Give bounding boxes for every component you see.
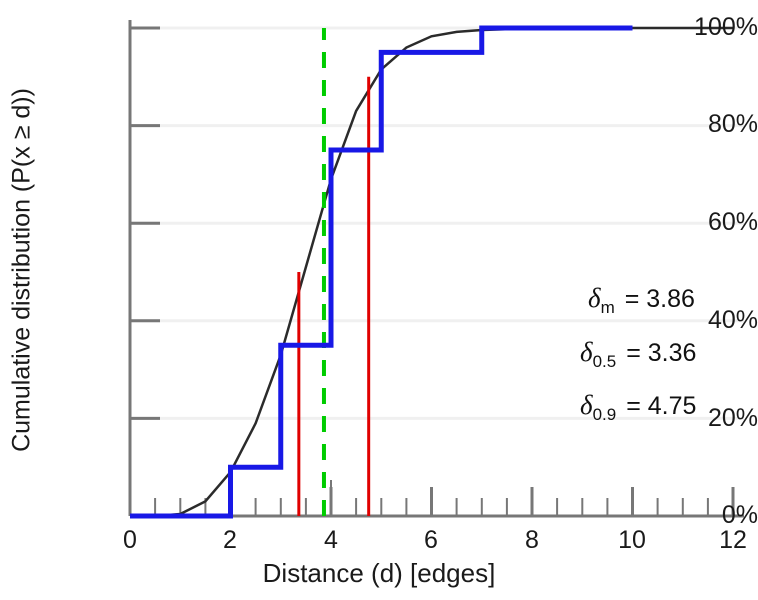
- xtick-label-6: 6: [424, 526, 438, 554]
- annotation-delta-m: δm = 3.86: [588, 283, 695, 318]
- xtick-label-8: 8: [525, 526, 539, 554]
- xtick-label-0: 0: [123, 526, 137, 554]
- delta-symbol-p90: δ: [580, 390, 593, 420]
- delta-subscript-p50: 0.5: [592, 351, 617, 371]
- y-axis-label-text: Cumulative distribution (P(x ≥ d)): [7, 88, 36, 452]
- ytick-label-60: 60%: [707, 208, 758, 236]
- xtick-label-10: 10: [618, 526, 646, 554]
- ytick-label-40: 40%: [707, 306, 758, 334]
- x-axis-label: Distance (d) [edges]: [262, 558, 496, 588]
- delta-m-value: = 3.86: [624, 285, 695, 313]
- delta-symbol-m: δ: [588, 283, 601, 313]
- y-axis-ticks: [130, 26, 160, 518]
- xtick-label-12: 12: [719, 526, 747, 554]
- ecdf-step-curve: [130, 25, 633, 519]
- delta-subscript-p90: 0.9: [592, 404, 617, 424]
- delta-symbol-p50: δ: [580, 337, 593, 367]
- ytick-label-100: 100%: [694, 13, 758, 41]
- ytick-label-0: 0%: [721, 501, 758, 529]
- y-axis-label: Cumulative distribution (P(x ≥ d)): [0, 0, 44, 540]
- xtick-label-4: 4: [324, 526, 338, 554]
- ytick-label-20: 20%: [707, 404, 758, 432]
- axis-spines: [128, 20, 744, 518]
- annotation-delta-p90: δ0.9 = 4.75: [580, 390, 696, 425]
- delta-p50-value: = 3.36: [626, 339, 697, 367]
- delta-subscript-m: m: [600, 297, 615, 317]
- delta-p90-value: = 4.75: [626, 392, 697, 420]
- annotation-delta-p50: δ0.5 = 3.36: [580, 337, 696, 372]
- ytick-label-80: 80%: [707, 110, 758, 138]
- xtick-label-2: 2: [223, 526, 237, 554]
- fitted-curve: [130, 26, 733, 518]
